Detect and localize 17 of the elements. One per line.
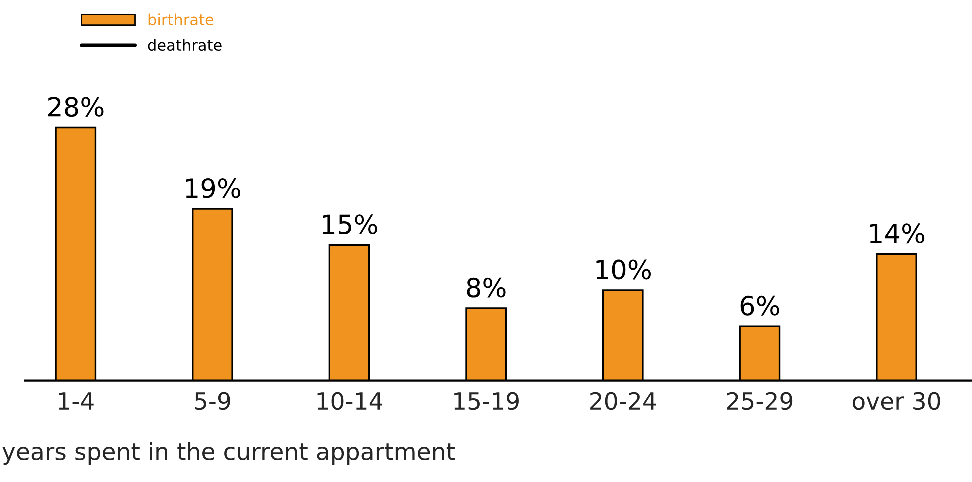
data-label: 10% [596,260,652,280]
x-tick-label: 15-19 [454,392,519,410]
legend-label: deathrate [148,39,222,52]
x-tick-label: 1-4 [59,392,94,410]
x-axis-title: years spent in the current appartment [2,442,455,466]
data-label: 19% [186,178,241,198]
x-tick-label: 10-14 [318,392,382,410]
x-tick-label: over 30 [852,392,940,410]
data-label: 15% [323,214,378,235]
x-tick-label: 5-9 [195,392,230,410]
data-label: 8% [467,278,506,298]
legend-label: birthrate [148,14,214,26]
data-label: 14% [870,224,925,244]
x-tick-label: 20-24 [590,392,656,410]
data-label: 28% [48,97,104,118]
data-label: 6% [740,296,780,316]
x-tick-label: 25-29 [727,392,793,410]
